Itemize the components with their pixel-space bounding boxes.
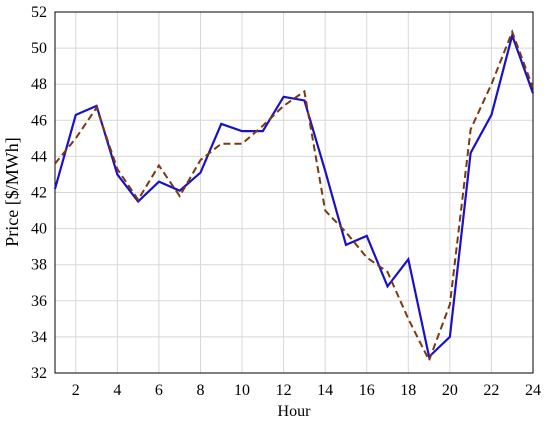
x-tick-label: 16 (359, 382, 375, 399)
y-tick-label: 34 (31, 329, 47, 346)
x-tick-label: 20 (442, 382, 458, 399)
y-tick-label: 42 (31, 185, 47, 202)
y-tick-label: 40 (31, 221, 47, 238)
x-tick-label: 4 (113, 382, 121, 399)
x-tick-label: 24 (525, 382, 541, 399)
x-tick-label: 14 (317, 382, 333, 399)
x-tick-label: 10 (234, 382, 250, 399)
x-tick-label: 18 (400, 382, 416, 399)
y-tick-label: 38 (31, 257, 47, 274)
y-tick-label: 50 (31, 40, 47, 57)
x-tick-label: 2 (72, 382, 80, 399)
plot-frame (54, 11, 534, 374)
x-tick-label: 8 (196, 382, 204, 399)
y-axis-label: Price [$/MWh] (2, 137, 22, 246)
y-tick-label: 46 (31, 112, 47, 129)
y-tick-label: 44 (31, 148, 47, 165)
y-tick-label: 32 (31, 365, 47, 382)
x-tick-label: 12 (276, 382, 292, 399)
y-tick-label: 52 (31, 4, 47, 21)
series-line (53, 31, 535, 359)
x-tick-label: 22 (483, 382, 499, 399)
x-axis-label: Hour (278, 403, 312, 420)
series-line (54, 29, 534, 363)
y-tick-label: 36 (31, 293, 47, 310)
y-tick-label: 48 (31, 76, 47, 93)
x-tick-label: 6 (155, 382, 163, 399)
